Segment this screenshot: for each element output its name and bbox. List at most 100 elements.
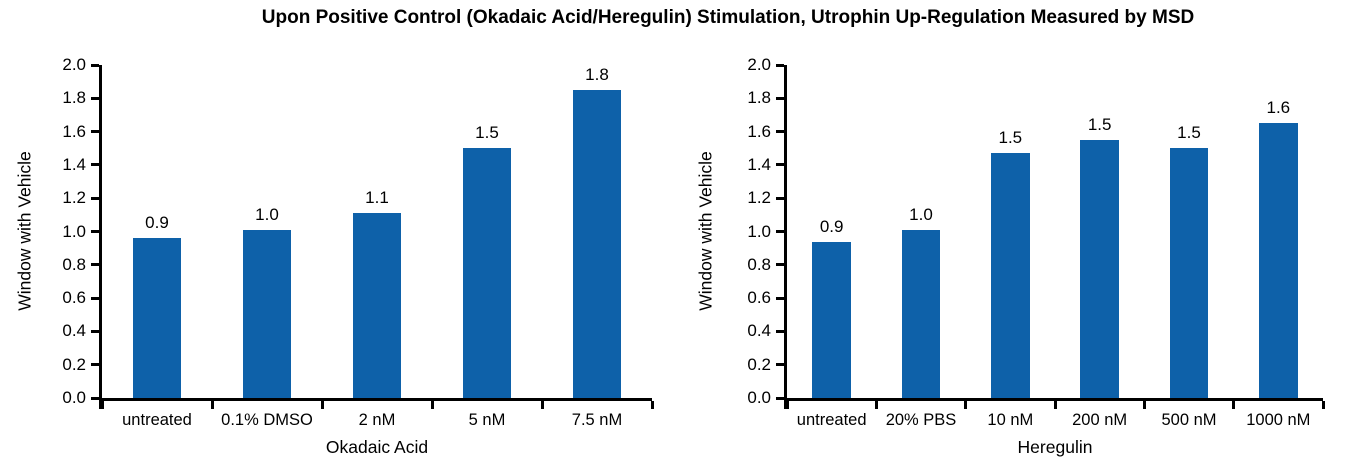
x-tick-label: 0.1% DMSO [221,411,313,429]
bar-value-label: 1.0 [255,204,279,224]
x-tick-label: 7.5 nM [571,411,623,429]
y-axis-tick [91,329,99,333]
y-axis-tick [776,263,784,267]
bar [573,89,621,398]
bar-value-label: 1.8 [585,64,609,84]
bar-value-label: 1.6 [1266,98,1291,118]
y-axis-tick [91,230,99,233]
bar-value-label: 1.5 [998,128,1023,148]
bar [991,153,1030,398]
y-axis-tick [91,396,99,400]
y-axis-tick [91,296,99,300]
y-axis-tick [776,96,784,100]
bar [463,148,511,398]
x-axis-tick [785,401,789,409]
y-tick-label: 0.2 [62,354,86,374]
y-axis-tick [91,130,99,134]
x-axis-line [784,398,1323,401]
plot-area: 0.0 0.2 0.4 0.6 0.8 1.0 1.2 1.4 1.6 1.8 2.0 0.9 untr… [747,55,1325,429]
y-tick-label: 0.8 [747,254,771,274]
y-axis-tick [776,196,784,200]
x-tick-label: untreated [122,411,192,429]
x-axis-line [99,398,652,401]
x-axis-tick [540,401,544,409]
y-axis-tick [91,263,99,267]
bar [812,241,851,398]
y-axis-tick [776,396,784,400]
bar [133,238,181,398]
chart-okadaic-acid: Window with Vehicle 0.0 0.2 0.4 0.6 0.8 1.0 1.… [14,55,654,457]
x-tick-label: 200 nM [1072,411,1128,429]
bar-value-label: 1.5 [475,123,499,143]
x-axis-tick [1232,401,1236,409]
x-tick-label: 500 nM [1161,411,1217,429]
bar-value-label: 1.5 [1087,114,1112,134]
x-tick-label: 2 nM [358,411,396,429]
y-axis-tick [776,363,784,367]
x-axis-tick [650,401,654,409]
y-tick-label: 1.4 [747,154,771,174]
y-axis-tick [776,130,784,134]
plot-area: 0.0 0.2 0.4 0.6 0.8 1.0 1.2 1.4 1.6 1.8 2.0 0.9 untr… [62,55,654,429]
x-axis-title: Heregulin [1017,437,1093,457]
x-axis-title: Okadaic Acid [325,437,429,457]
y-axis-tick [91,363,99,367]
bar [243,229,291,398]
y-axis-tick [91,96,99,100]
y-tick-label: 0.6 [62,288,86,308]
y-tick-label: 0.4 [62,321,86,341]
bar-value-label: 0.9 [145,213,169,233]
bar [901,229,941,398]
y-axis-tick [776,329,784,333]
x-tick-label: 5 nM [468,411,506,429]
bar [1259,123,1298,398]
y-tick-label: 1.2 [747,188,771,208]
bar [1169,148,1209,398]
x-axis-tick [1321,401,1325,409]
y-axis-tick [91,163,99,167]
bar-value-label: 1.0 [909,204,933,224]
x-axis-tick [430,401,434,409]
x-tick-label: untreated [796,411,867,429]
bar-value-label: 0.9 [819,216,844,236]
y-axis-tick [776,230,784,233]
bar-value-label: 1.5 [1177,123,1201,143]
y-tick-label: 0.6 [747,288,771,308]
y-axis-tick [776,296,784,300]
bar [1080,139,1119,398]
x-axis-tick [100,401,104,409]
x-axis-tick [210,401,214,409]
y-axis-tick [776,63,784,67]
y-axis-tick [91,63,99,67]
y-tick-label: 1.2 [62,188,86,208]
x-axis-tick [320,401,324,409]
y-tick-label: 0.0 [62,388,86,407]
x-axis-tick [1142,401,1146,409]
x-tick-label: 1000 nM [1246,411,1311,429]
x-axis-tick [874,401,878,409]
x-tick-label: 20% PBS [885,411,957,429]
y-axis-title: Window with Vehicle [695,151,716,311]
x-axis-tick [964,401,968,409]
y-tick-label: 1.0 [62,221,86,241]
y-tick-label: 0.4 [747,321,771,341]
x-axis-tick [1053,401,1057,409]
y-tick-label: 0.8 [62,254,86,274]
y-tick-label: 1.8 [62,88,86,108]
y-tick-label: 0.2 [747,354,771,374]
y-tick-label: 0.0 [747,388,771,407]
y-tick-label: 1.8 [747,88,771,108]
y-tick-label: 1.0 [747,221,771,241]
y-axis-title: Window with Vehicle [14,151,35,311]
y-tick-label: 1.4 [62,154,86,174]
y-axis-tick [91,196,99,200]
y-tick-label: 2.0 [747,55,771,74]
bar [353,213,401,398]
y-tick-label: 2.0 [62,55,86,74]
bar-value-label: 1.1 [365,188,389,208]
y-axis-line [784,65,787,409]
y-axis-line [99,65,102,409]
x-tick-label: 10 nM [987,411,1034,429]
y-tick-label: 1.6 [62,121,86,141]
